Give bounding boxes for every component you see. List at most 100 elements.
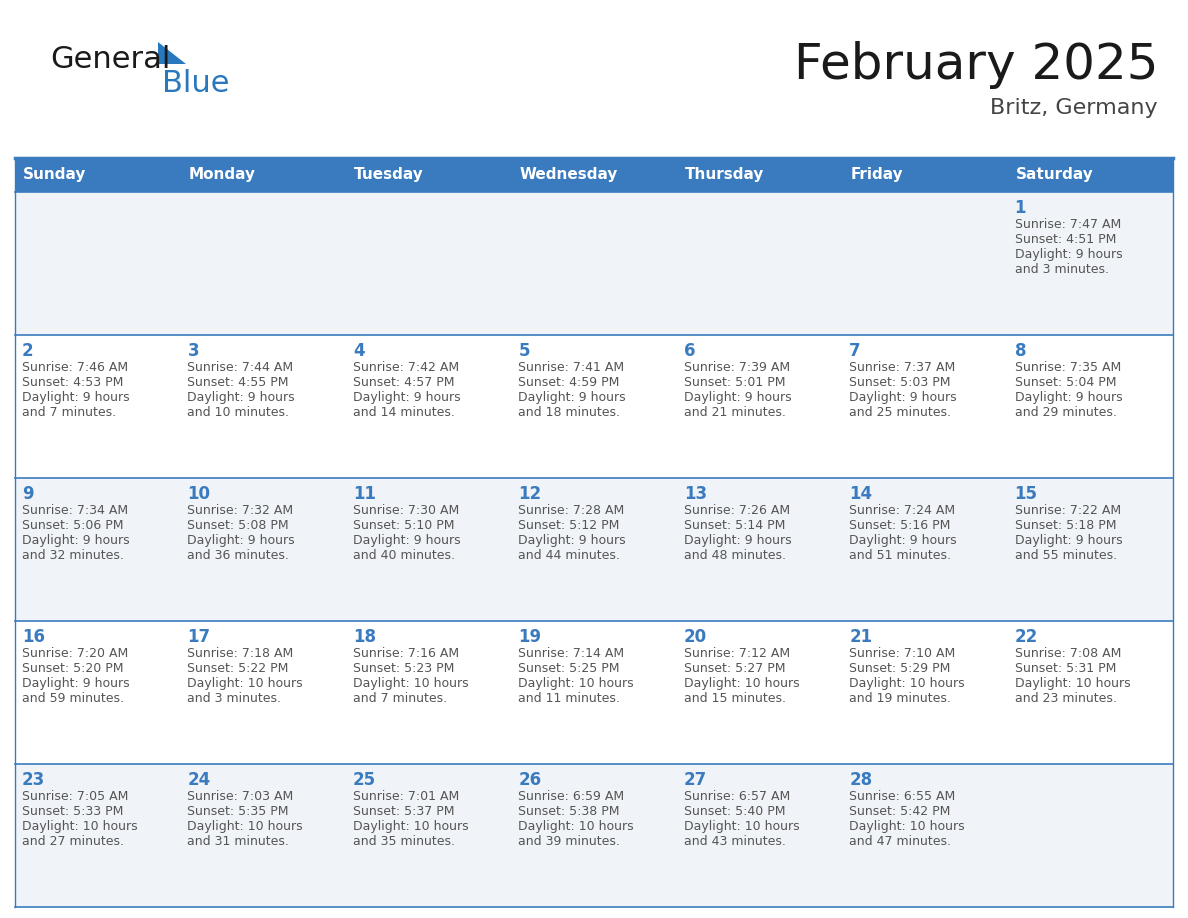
Text: Sunset: 5:20 PM: Sunset: 5:20 PM — [23, 662, 124, 675]
Bar — [181, 158, 346, 192]
Text: 12: 12 — [518, 485, 542, 503]
Text: Sunset: 5:38 PM: Sunset: 5:38 PM — [518, 805, 620, 818]
Text: and 3 minutes.: and 3 minutes. — [1015, 263, 1108, 276]
Text: Sunset: 5:33 PM: Sunset: 5:33 PM — [23, 805, 124, 818]
Text: Sunset: 5:08 PM: Sunset: 5:08 PM — [188, 519, 289, 532]
Bar — [15, 621, 181, 764]
Text: Blue: Blue — [162, 70, 229, 98]
Text: and 25 minutes.: and 25 minutes. — [849, 406, 952, 419]
Bar — [511, 478, 677, 621]
Text: and 48 minutes.: and 48 minutes. — [684, 549, 785, 562]
Text: Sunrise: 7:22 AM: Sunrise: 7:22 AM — [1015, 504, 1120, 517]
Bar — [842, 764, 1007, 907]
Bar — [15, 335, 181, 478]
Text: Sunset: 4:55 PM: Sunset: 4:55 PM — [188, 376, 289, 389]
Text: Sunset: 5:03 PM: Sunset: 5:03 PM — [849, 376, 950, 389]
Text: Sunset: 5:31 PM: Sunset: 5:31 PM — [1015, 662, 1116, 675]
Text: Sunset: 4:51 PM: Sunset: 4:51 PM — [1015, 233, 1116, 246]
Text: Monday: Monday — [189, 167, 255, 183]
Text: and 47 minutes.: and 47 minutes. — [849, 835, 952, 848]
Bar — [346, 478, 511, 621]
Text: 6: 6 — [684, 342, 695, 360]
Bar — [15, 192, 181, 335]
Text: 27: 27 — [684, 771, 707, 789]
Text: and 18 minutes.: and 18 minutes. — [518, 406, 620, 419]
Text: Daylight: 10 hours: Daylight: 10 hours — [849, 677, 965, 690]
Text: 9: 9 — [23, 485, 33, 503]
Text: 25: 25 — [353, 771, 375, 789]
Bar — [677, 158, 842, 192]
Text: Daylight: 9 hours: Daylight: 9 hours — [188, 534, 295, 547]
Text: and 23 minutes.: and 23 minutes. — [1015, 692, 1117, 705]
Text: Daylight: 9 hours: Daylight: 9 hours — [849, 534, 956, 547]
Text: Sunrise: 7:05 AM: Sunrise: 7:05 AM — [23, 790, 128, 803]
Bar — [1007, 621, 1173, 764]
Text: Daylight: 9 hours: Daylight: 9 hours — [1015, 391, 1123, 404]
Text: Sunrise: 7:18 AM: Sunrise: 7:18 AM — [188, 647, 293, 660]
Text: Sunset: 5:37 PM: Sunset: 5:37 PM — [353, 805, 454, 818]
Text: Sunrise: 7:08 AM: Sunrise: 7:08 AM — [1015, 647, 1121, 660]
Text: Daylight: 10 hours: Daylight: 10 hours — [518, 820, 634, 833]
Text: and 19 minutes.: and 19 minutes. — [849, 692, 952, 705]
Bar — [346, 335, 511, 478]
Text: and 32 minutes.: and 32 minutes. — [23, 549, 124, 562]
Text: and 10 minutes.: and 10 minutes. — [188, 406, 290, 419]
Text: and 15 minutes.: and 15 minutes. — [684, 692, 785, 705]
Text: and 27 minutes.: and 27 minutes. — [23, 835, 124, 848]
Bar — [842, 158, 1007, 192]
Bar — [511, 335, 677, 478]
Text: Daylight: 10 hours: Daylight: 10 hours — [684, 820, 800, 833]
Bar — [1007, 158, 1173, 192]
Bar — [15, 478, 181, 621]
Text: Sunrise: 7:16 AM: Sunrise: 7:16 AM — [353, 647, 459, 660]
Text: Sunset: 5:25 PM: Sunset: 5:25 PM — [518, 662, 620, 675]
Text: Daylight: 9 hours: Daylight: 9 hours — [23, 677, 129, 690]
Bar — [346, 621, 511, 764]
Text: Sunset: 5:29 PM: Sunset: 5:29 PM — [849, 662, 950, 675]
Bar — [842, 192, 1007, 335]
Text: Daylight: 10 hours: Daylight: 10 hours — [849, 820, 965, 833]
Text: Daylight: 9 hours: Daylight: 9 hours — [1015, 248, 1123, 261]
Text: 3: 3 — [188, 342, 200, 360]
Text: and 29 minutes.: and 29 minutes. — [1015, 406, 1117, 419]
Text: 18: 18 — [353, 628, 375, 646]
Text: and 11 minutes.: and 11 minutes. — [518, 692, 620, 705]
Text: 19: 19 — [518, 628, 542, 646]
Text: 10: 10 — [188, 485, 210, 503]
Text: Sunset: 5:14 PM: Sunset: 5:14 PM — [684, 519, 785, 532]
Text: Sunset: 5:04 PM: Sunset: 5:04 PM — [1015, 376, 1116, 389]
Bar — [181, 621, 346, 764]
Text: Daylight: 9 hours: Daylight: 9 hours — [1015, 534, 1123, 547]
Text: Sunset: 5:01 PM: Sunset: 5:01 PM — [684, 376, 785, 389]
Bar — [511, 621, 677, 764]
Text: Sunrise: 7:46 AM: Sunrise: 7:46 AM — [23, 361, 128, 374]
Text: Sunset: 5:16 PM: Sunset: 5:16 PM — [849, 519, 950, 532]
Text: Friday: Friday — [851, 167, 903, 183]
Text: Saturday: Saturday — [1016, 167, 1093, 183]
Text: Sunset: 5:22 PM: Sunset: 5:22 PM — [188, 662, 289, 675]
Text: and 55 minutes.: and 55 minutes. — [1015, 549, 1117, 562]
Text: Daylight: 10 hours: Daylight: 10 hours — [188, 677, 303, 690]
Text: 11: 11 — [353, 485, 375, 503]
Text: Sunset: 5:35 PM: Sunset: 5:35 PM — [188, 805, 289, 818]
Text: 17: 17 — [188, 628, 210, 646]
Text: Sunrise: 7:30 AM: Sunrise: 7:30 AM — [353, 504, 459, 517]
Text: Sunrise: 7:28 AM: Sunrise: 7:28 AM — [518, 504, 625, 517]
Text: Daylight: 9 hours: Daylight: 9 hours — [849, 391, 956, 404]
Bar — [677, 192, 842, 335]
Text: Sunrise: 7:35 AM: Sunrise: 7:35 AM — [1015, 361, 1120, 374]
Text: Sunrise: 6:55 AM: Sunrise: 6:55 AM — [849, 790, 955, 803]
Text: Sunset: 5:27 PM: Sunset: 5:27 PM — [684, 662, 785, 675]
Text: Sunset: 5:40 PM: Sunset: 5:40 PM — [684, 805, 785, 818]
Text: 14: 14 — [849, 485, 872, 503]
Text: Sunrise: 7:24 AM: Sunrise: 7:24 AM — [849, 504, 955, 517]
Polygon shape — [158, 42, 187, 64]
Text: 23: 23 — [23, 771, 45, 789]
Text: Sunrise: 7:47 AM: Sunrise: 7:47 AM — [1015, 218, 1120, 231]
Text: 5: 5 — [518, 342, 530, 360]
Bar — [511, 158, 677, 192]
Text: General: General — [50, 46, 170, 74]
Text: Sunday: Sunday — [23, 167, 87, 183]
Bar — [346, 192, 511, 335]
Text: and 7 minutes.: and 7 minutes. — [353, 692, 447, 705]
